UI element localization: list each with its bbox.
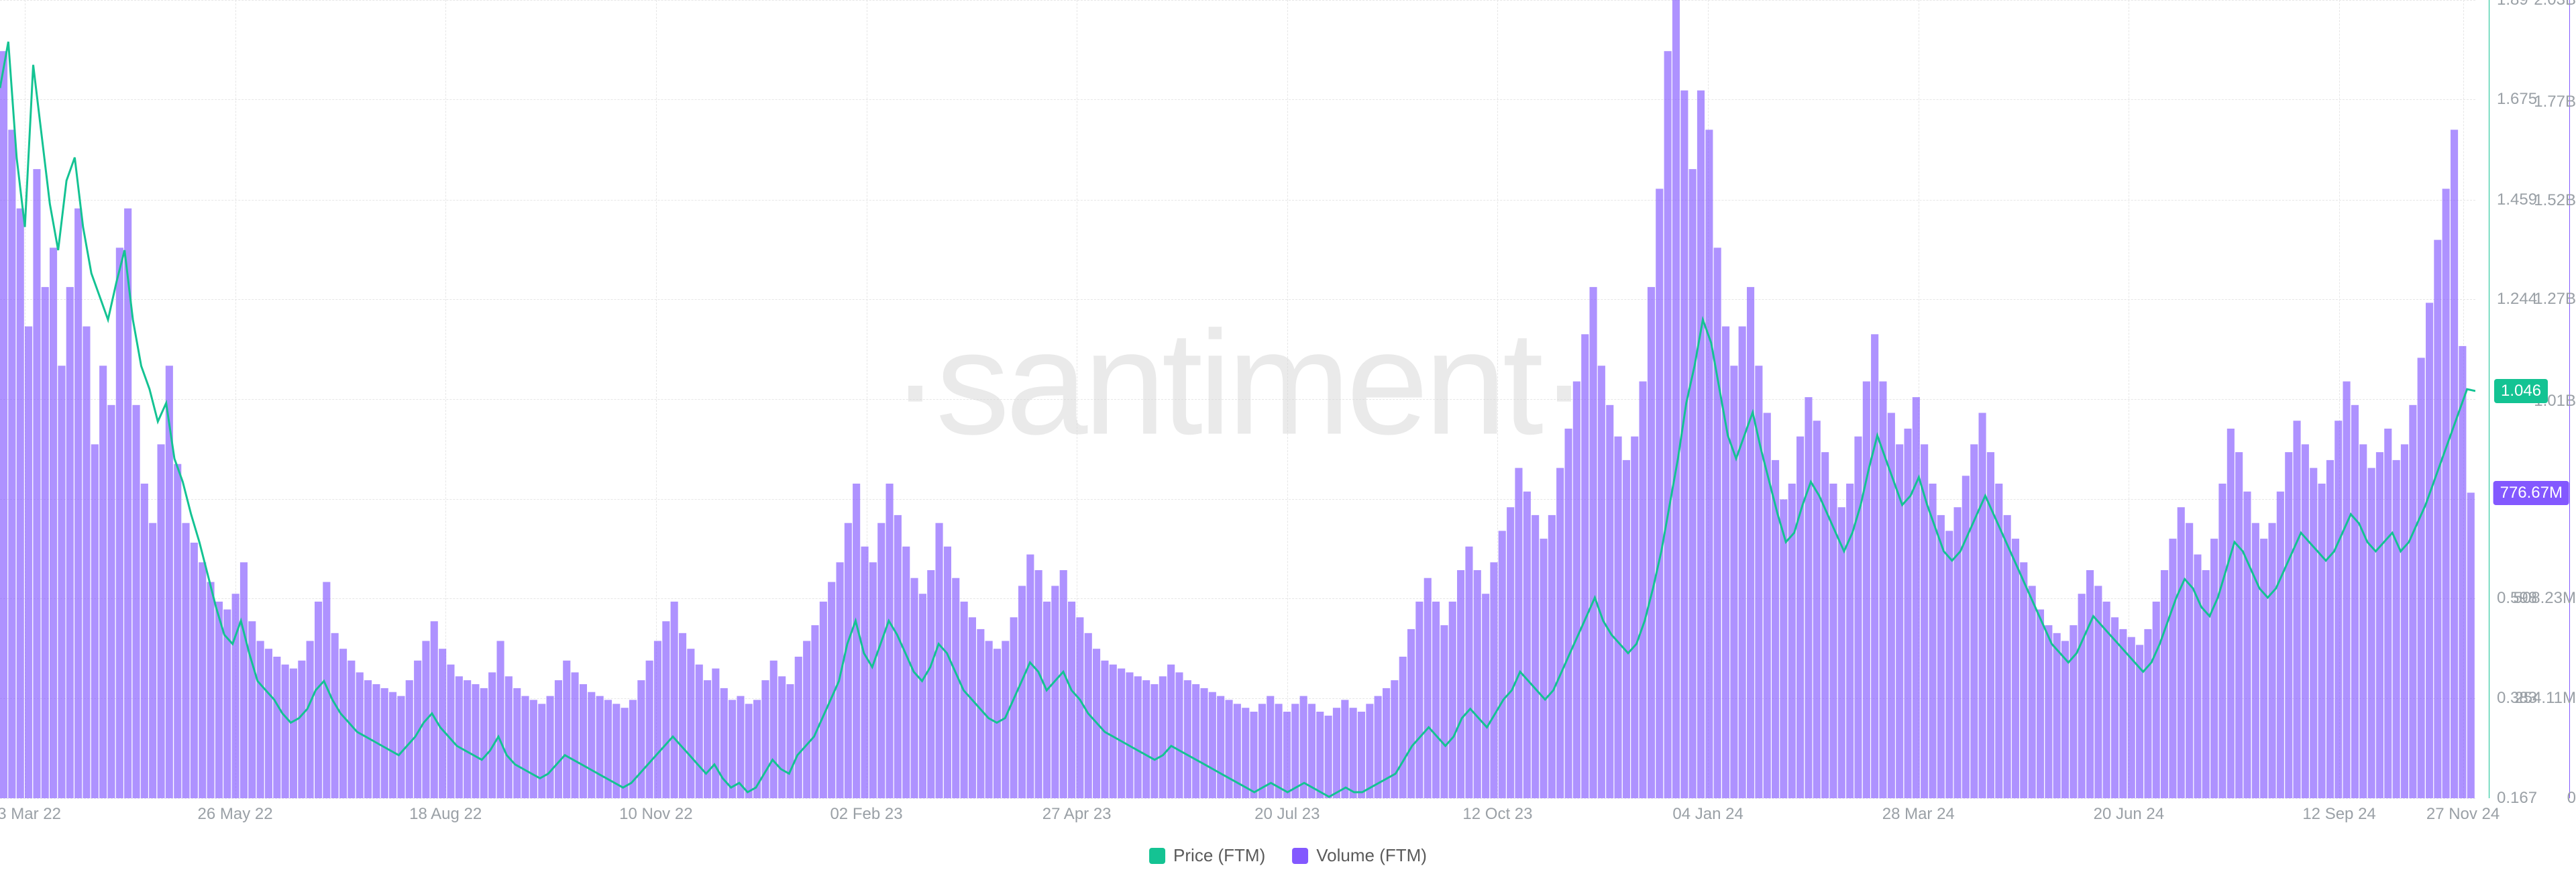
x-axis-tick-label: 03 Mar 22 <box>0 805 61 824</box>
x-axis-tick-label: 12 Oct 23 <box>1462 805 1532 824</box>
volume-axis-tick-label: 508.23M <box>2514 589 2576 608</box>
volume-current-badge: 776.67M <box>2493 481 2569 505</box>
legend: Price (FTM) Volume (FTM) <box>1149 845 1427 866</box>
price-axis-tick-label: 1.89 <box>2497 0 2528 9</box>
x-axis-tick-label: 10 Nov 22 <box>619 805 692 824</box>
legend-item-volume[interactable]: Volume (FTM) <box>1292 845 1427 866</box>
gridline-h <box>0 798 2475 799</box>
x-axis-tick-label: 27 Apr 23 <box>1042 805 1112 824</box>
legend-item-price[interactable]: Price (FTM) <box>1149 845 1265 866</box>
legend-swatch-volume <box>1292 848 1308 864</box>
chart-container: ·santiment· 0.1670.3830.5980.8131.2441.4… <box>0 0 2576 872</box>
volume-axis-tick-label: 1.77B <box>2534 93 2576 111</box>
volume-axis-tick-label: 0 <box>2567 789 2576 808</box>
price-axis-tick-label: 1.244 <box>2497 290 2537 309</box>
x-axis-tick-label: 28 Mar 24 <box>1882 805 1955 824</box>
plot-area[interactable]: ·santiment· <box>0 0 2475 798</box>
x-axis-tick-label: 26 May 22 <box>198 805 273 824</box>
x-axis-tick-label: 20 Jul 23 <box>1254 805 1320 824</box>
volume-axis-tick-label: 254.11M <box>2514 689 2576 708</box>
legend-swatch-price <box>1149 848 1165 864</box>
x-axis-tick-label: 18 Aug 22 <box>409 805 482 824</box>
x-axis-tick-label: 04 Jan 24 <box>1672 805 1743 824</box>
volume-axis-tick-label: 1.52B <box>2534 191 2576 210</box>
price-current-badge: 1.046 <box>2494 379 2548 403</box>
price-axis-tick-label: 1.459 <box>2497 190 2537 209</box>
chart-svg <box>0 0 2475 798</box>
x-axis-tick-label: 12 Sep 24 <box>2302 805 2375 824</box>
price-axis-tick-label: 0.167 <box>2497 789 2537 808</box>
legend-label-price: Price (FTM) <box>1173 845 1265 866</box>
x-axis-tick-label: 20 Jun 24 <box>2094 805 2164 824</box>
price-axis-tick-label: 1.675 <box>2497 90 2537 109</box>
volume-axis-tick-label: 2.03B <box>2534 0 2576 9</box>
volume-axis-tick-label: 1.27B <box>2534 290 2576 309</box>
x-axis-tick-label: 02 Feb 23 <box>830 805 902 824</box>
x-axis-tick-label: 27 Nov 24 <box>2426 805 2500 824</box>
legend-label-volume: Volume (FTM) <box>1316 845 1427 866</box>
